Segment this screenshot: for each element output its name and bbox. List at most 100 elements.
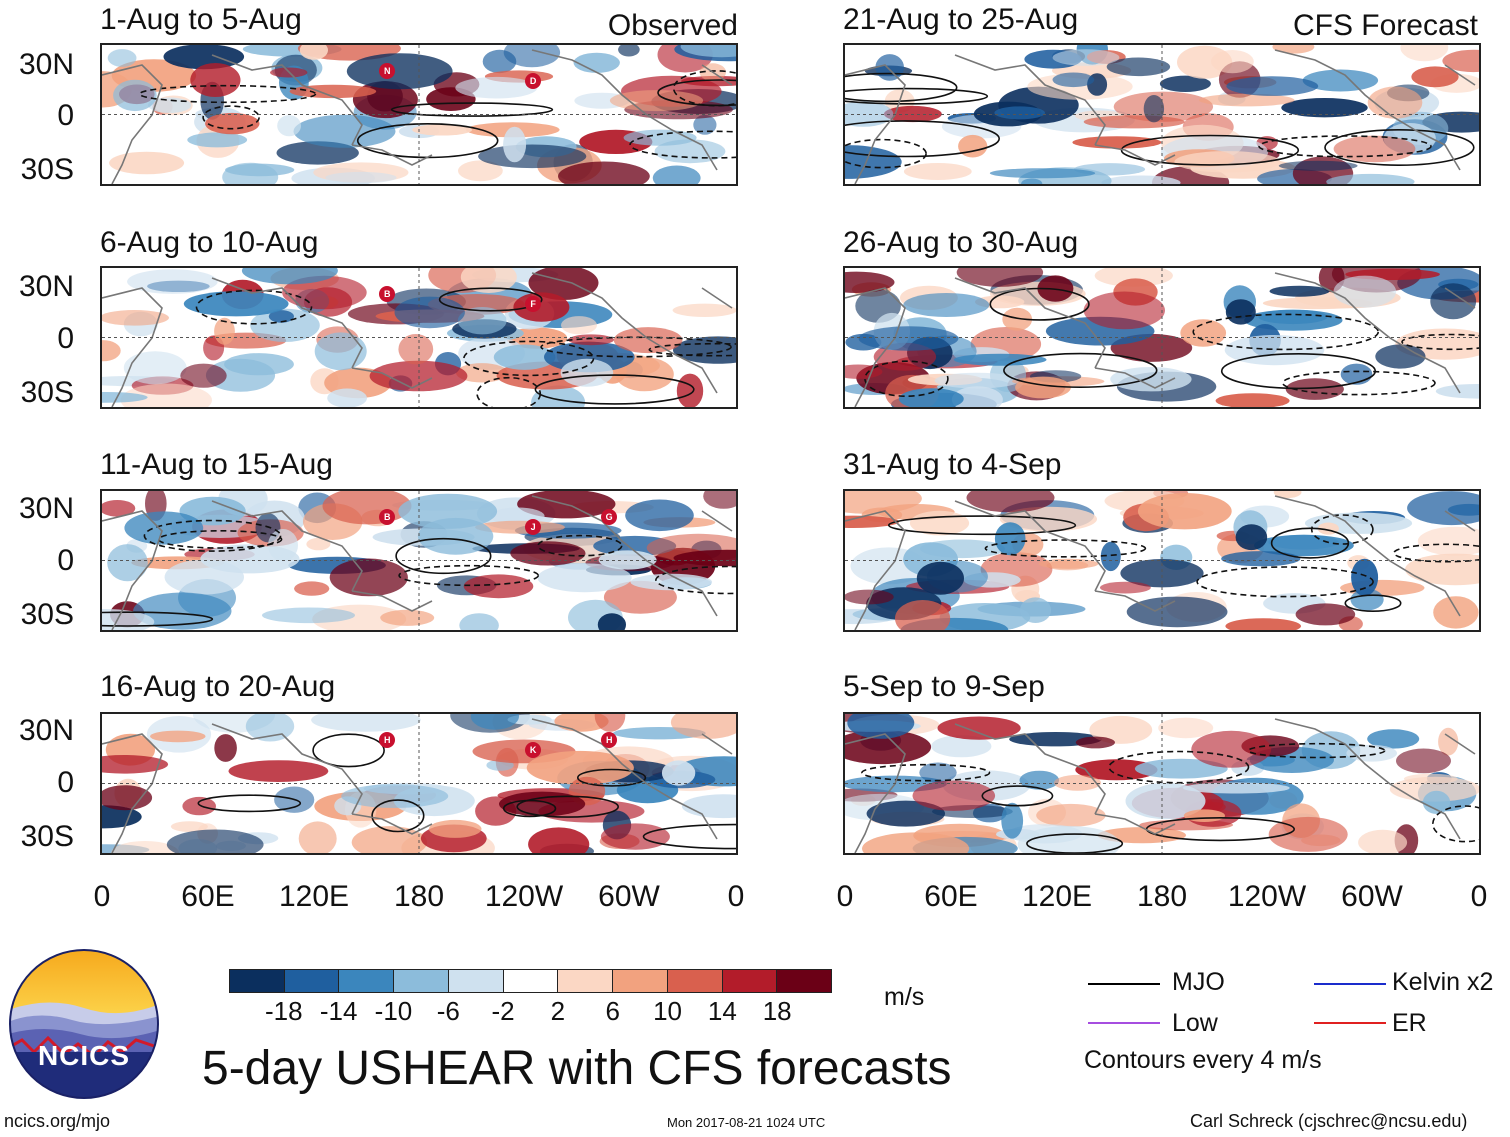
coastline <box>211 723 363 815</box>
lat-30s-3: 30S <box>20 598 74 631</box>
mjo-contour <box>540 336 732 358</box>
shear-anomaly-blob <box>187 132 248 148</box>
coastline <box>646 114 718 171</box>
mjo-contour <box>1220 353 1377 390</box>
shear-anomaly-blob <box>1120 559 1204 588</box>
legend-contours-note: Contours every 4 m/s <box>1084 1046 1322 1074</box>
mjo-swatch-fill <box>1088 983 1160 985</box>
shear-anomaly-blob <box>133 592 232 630</box>
shear-anomaly-blob <box>597 613 626 630</box>
lat-30s-4: 30S <box>20 820 74 853</box>
shear-anomaly-blob <box>102 785 153 811</box>
shear-anomaly-blob <box>346 53 453 90</box>
shear-anomaly-blob <box>1110 367 1192 392</box>
panel-title-right-3: 31-Aug to 4-Sep <box>843 448 1062 481</box>
mjo-contour <box>845 72 958 103</box>
shear-anomaly-blob <box>956 268 1044 287</box>
lat-30n-1: 30N <box>18 48 74 81</box>
tropical-cyclone-icon: H <box>601 732 618 748</box>
mjo-contour <box>1026 833 1124 853</box>
map-panel-forecast-4 <box>843 712 1481 855</box>
shear-anomaly-blob <box>1358 829 1408 853</box>
panel-title-right-4: 5-Sep to 9-Sep <box>843 670 1045 703</box>
shear-anomaly-blob <box>147 97 192 113</box>
shear-anomaly-blob <box>1053 774 1102 791</box>
mjo-contour <box>984 539 1147 558</box>
shear-anomaly-blob <box>170 821 208 832</box>
low-swatch-fill <box>1088 1022 1160 1024</box>
shear-anomaly-blob <box>1158 717 1214 739</box>
coastline <box>211 54 363 146</box>
tropical-cyclone-icon: F <box>525 296 542 312</box>
panel-title-left-2: 6-Aug to 10-Aug <box>100 226 319 259</box>
shear-anomaly-blob <box>573 52 620 73</box>
mjo-contour <box>395 537 492 575</box>
shear-anomaly-blob <box>1422 790 1451 814</box>
shear-anomaly-blob <box>180 363 227 388</box>
shear-anomaly-blob <box>1396 748 1451 774</box>
shear-anomaly-blob <box>107 49 137 67</box>
mjo-contour <box>1282 370 1436 396</box>
shear-anomaly-blob <box>111 841 180 853</box>
lon-label-left-180: 180 <box>393 880 445 913</box>
footer-url[interactable]: ncics.org/mjo <box>4 1111 111 1131</box>
shear-anomaly-blob <box>866 800 945 827</box>
shear-anomaly-blob <box>858 326 959 351</box>
shear-anomaly-blob <box>299 45 328 60</box>
shear-anomaly-blob <box>1174 151 1281 173</box>
lat-eq-1: 0 <box>57 99 74 132</box>
colorbar-tick-label: -14 <box>319 996 358 1026</box>
mjo-contour <box>845 87 989 105</box>
panel-title-left-1: 1-Aug to 5-Aug <box>100 3 302 36</box>
shear-anomaly-blob <box>1125 782 1206 820</box>
mjo-contour <box>845 138 927 169</box>
shear-anomaly-blob <box>672 303 736 317</box>
shear-anomaly-blob <box>528 827 590 853</box>
coastline <box>954 500 1106 592</box>
shear-anomaly-blob <box>1106 57 1171 77</box>
coastline <box>1444 510 1476 532</box>
shear-anomaly-blob <box>224 353 294 376</box>
shear-anomaly-blob <box>1235 524 1268 551</box>
lat-30n-3: 30N <box>18 492 74 525</box>
shear-anomaly-blob <box>1278 160 1358 171</box>
mjo-contour <box>864 360 949 397</box>
shear-anomaly-blob <box>262 607 355 624</box>
shear-anomaly-blob <box>503 126 527 163</box>
shear-anomaly-blob <box>102 392 148 403</box>
lon-label-right-360: 0 <box>1470 880 1488 913</box>
shear-anomaly-blob <box>124 511 204 545</box>
shear-anomaly-blob <box>958 134 988 158</box>
shear-anomaly-blob <box>1411 66 1459 88</box>
shear-anomaly-blob <box>1126 596 1228 628</box>
shear-anomaly-blob <box>903 293 990 317</box>
shear-anomaly-blob <box>1075 759 1158 781</box>
shear-anomaly-blob <box>1302 69 1379 92</box>
shear-anomaly-blob <box>1226 76 1319 96</box>
mjo-contour <box>577 768 647 787</box>
lat-30n-4: 30N <box>18 714 74 747</box>
mjo-contour <box>1196 566 1374 598</box>
shear-anomaly-blob <box>456 363 508 383</box>
tropical-cyclone-icon: B <box>379 286 396 302</box>
shear-anomaly-blob <box>460 268 517 293</box>
shear-anomaly-blob <box>214 317 235 345</box>
shear-anomaly-blob <box>680 45 736 58</box>
colorbar-tick-label: 10 <box>653 996 682 1026</box>
mjo-contour <box>390 102 554 117</box>
colorbar-swatch <box>393 970 448 992</box>
shear-anomaly-blob <box>459 613 499 630</box>
shear-anomaly-blob <box>458 160 503 182</box>
shear-anomaly-blob <box>1137 493 1232 530</box>
shear-anomaly-blob <box>1407 491 1479 526</box>
shear-anomaly-blob <box>1100 581 1151 594</box>
shear-anomaly-blob <box>428 819 482 838</box>
shear-anomaly-blob <box>150 730 206 743</box>
footer-timestamp: Mon 2017-08-21 1024 UTC <box>667 1115 826 1130</box>
shear-anomaly-blob <box>478 144 587 169</box>
legend-mjo: MJO <box>1172 968 1225 996</box>
coastline <box>211 500 363 592</box>
mjo-contour <box>202 105 260 130</box>
colorbar-tick-label: -2 <box>491 996 515 1026</box>
